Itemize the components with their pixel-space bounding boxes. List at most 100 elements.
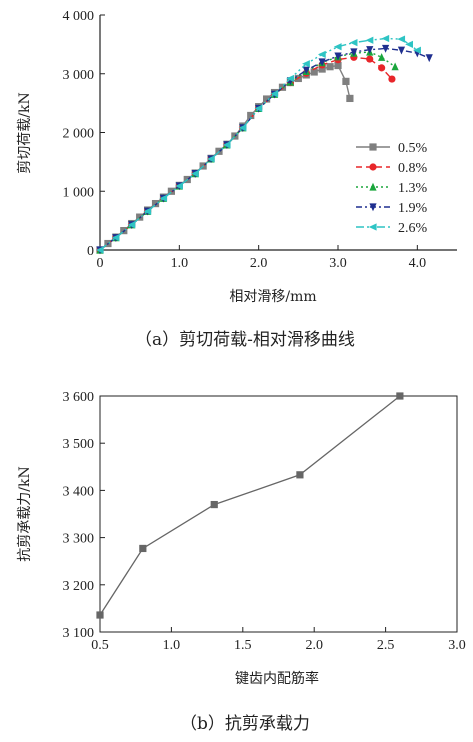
legend-label: 1.9% — [398, 201, 428, 216]
chart-a-data-point — [425, 54, 433, 63]
chart-a-data-point — [302, 60, 310, 68]
chart-a-data-point — [342, 77, 350, 85]
chart-a-series-line — [99, 64, 351, 251]
chart-a-data-point — [159, 194, 168, 202]
chart-a-data-point — [413, 46, 421, 54]
chart-a-x-tick-label: 2.0 — [250, 256, 268, 271]
chart-a-x-tick-label: 0 — [97, 256, 104, 271]
chart-a-data-point — [349, 39, 358, 47]
chart-a-series-0.8% — [96, 53, 396, 254]
chart-b-data-point — [96, 611, 104, 619]
chart-b-series-0 — [96, 392, 404, 619]
chart-b-x-tick-label: 1.5 — [234, 638, 252, 653]
chart-b-y-tick-label: 3 200 — [63, 579, 95, 594]
chart-a-data-point — [263, 95, 271, 103]
chart-b-data-point — [210, 500, 218, 509]
chart-b-data-point — [296, 471, 304, 479]
chart-a-data-point — [175, 182, 183, 190]
chart-a-data-point — [111, 234, 120, 242]
legend-marker — [368, 223, 377, 231]
chart-a-series-line — [99, 56, 393, 251]
chart-b-data-point — [396, 392, 404, 400]
chart-a-data-point — [270, 90, 279, 98]
chart-b-y-tick-label: 3 300 — [63, 532, 95, 547]
chart-a-data-point — [397, 46, 406, 55]
chart-b-x-axis-label: 键齿内配筋率 — [235, 670, 319, 687]
legend-marker — [369, 203, 377, 212]
chart-b-x-tick-label: 2.5 — [377, 638, 395, 653]
chart-b-y-tick-label: 3 500 — [63, 437, 95, 452]
legend-label: 0.8% — [398, 161, 428, 176]
chart-a-data-point — [334, 61, 342, 70]
chart-a-data-point — [191, 170, 199, 178]
chart-b-y-axis-label: 抗剪承载力/kN — [17, 466, 33, 561]
chart-b-y-tick-label: 3 400 — [63, 484, 95, 499]
chart-a-y-axis-label: 剪切荷载/kN — [17, 92, 33, 173]
chart-a-y-tick-label: 4 000 — [63, 9, 95, 24]
chart-b-x-tick-label: 3.0 — [448, 638, 466, 653]
chart-a-data-point — [397, 35, 406, 43]
chart-a-data-point — [382, 44, 390, 53]
chart-a-data-point — [238, 124, 247, 132]
legend-label: 2.6% — [398, 221, 428, 236]
chart-a-series-line — [99, 47, 430, 251]
chart-a-data-point — [326, 63, 334, 71]
legend-marker — [369, 163, 377, 171]
chart-a-data-point — [378, 53, 386, 61]
chart-a-x-axis-label: 相对滑移/mm — [229, 288, 316, 305]
chart-a-series-1.9% — [96, 44, 433, 255]
chart-a-data-point — [302, 66, 310, 75]
chart-a-data-point — [333, 43, 342, 51]
chart-a-data-point — [334, 52, 342, 61]
chart-a-data-point — [143, 207, 152, 215]
chart-a-data-point — [167, 187, 175, 195]
chart-b: 0.5 1.0 1.5 2.0 2.5 3.0 3 100 3 200 3 300 3 400 3 … — [17, 390, 466, 734]
chart-a-data-point — [222, 141, 231, 149]
chart-a-data-point — [405, 40, 413, 48]
chart-a-series-2.6% — [95, 34, 421, 254]
chart-a-data-point — [388, 75, 396, 83]
chart-a-series-line — [99, 51, 396, 251]
legend-label: 1.3% — [398, 181, 428, 196]
chart-b-y-tick-label: 3 100 — [63, 626, 95, 641]
legend-label: 0.5% — [398, 141, 428, 156]
chart-a-data-point — [247, 111, 255, 120]
chart-a-y-tick-label: 0 — [87, 244, 94, 259]
chart-a-data-point — [206, 155, 215, 163]
chart-a-caption: （a）剪切荷载-相对滑移曲线 — [135, 330, 355, 350]
chart-b-y-tick-label: 3 600 — [63, 390, 95, 405]
chart-a-data-point — [378, 64, 386, 72]
chart-a-data-point — [391, 62, 399, 71]
chart-b-x-tick-label: 1.0 — [163, 638, 181, 653]
chart-a-data-point — [310, 68, 318, 76]
chart-a-y-tick-label: 2 000 — [63, 127, 95, 142]
chart-a-data-point — [350, 48, 358, 57]
chart-a-y-tick-label: 1 000 — [63, 185, 95, 200]
chart-a-data-point — [381, 34, 390, 43]
chart-b-caption: （b）抗剪承载力 — [180, 714, 310, 734]
chart-a-data-point — [318, 65, 326, 73]
chart-a-data-point — [317, 50, 326, 58]
chart-a-data-point — [366, 55, 374, 63]
chart-b-data-point — [139, 544, 147, 553]
chart-a-data-point — [127, 221, 136, 229]
chart-a-data-point — [254, 104, 263, 113]
chart-a-x-tick-label: 3.0 — [329, 256, 347, 271]
chart-a-x-tick-label: 1.0 — [171, 256, 189, 271]
chart-b-plot-frame — [99, 395, 458, 633]
legend-marker — [369, 143, 377, 151]
chart-a-data-point — [366, 46, 374, 54]
chart-a-data-point — [95, 246, 104, 254]
chart-a-data-point — [346, 94, 354, 103]
chart-a-y-tick-label: 3 000 — [63, 68, 95, 83]
chart-a-series-1.3% — [96, 47, 399, 254]
chart-a-data-point — [365, 36, 374, 44]
chart-a-data-point — [286, 74, 294, 83]
chart-a-legend: 0.5% 0.8% 1.3% 1.9% 2.6% — [356, 141, 428, 236]
chart-a-x-tick-label: 4.0 — [409, 256, 427, 271]
legend-marker — [369, 182, 377, 191]
chart-a-data-point — [318, 58, 326, 67]
chart-b-x-tick-label: 0.5 — [91, 638, 109, 653]
